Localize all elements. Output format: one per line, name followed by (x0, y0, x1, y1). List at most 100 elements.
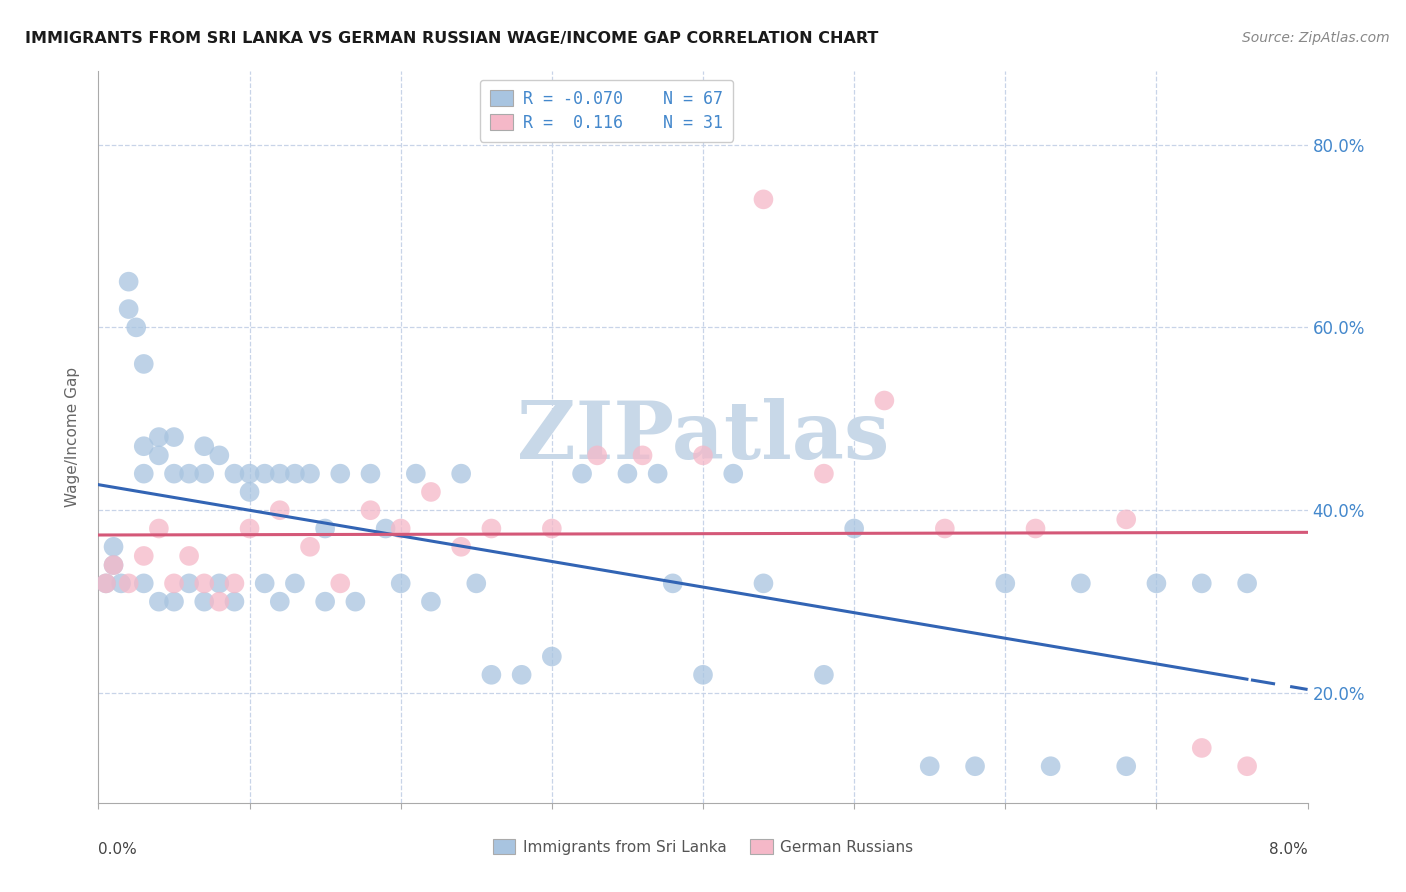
Point (118, 275, 141, 289)
Point (118, 302, 141, 317)
Point (94, 576, 117, 591)
Point (1039, 759, 1062, 773)
Point (148, 448, 170, 462)
Point (934, 521, 956, 535)
Point (193, 594, 215, 608)
Text: 0.0%: 0.0% (98, 842, 138, 856)
Point (208, 448, 231, 462)
Point (163, 467, 186, 481)
Point (752, 193, 775, 207)
Text: IMMIGRANTS FROM SRI LANKA VS GERMAN RUSSIAN WAGE/INCOME GAP CORRELATION CHART: IMMIGRANTS FROM SRI LANKA VS GERMAN RUSS… (25, 31, 879, 46)
Point (692, 667, 714, 681)
Y-axis label: Wage/Income Gap: Wage/Income Gap (65, 367, 80, 508)
Point (1191, 576, 1213, 591)
Point (269, 503, 291, 517)
Point (510, 667, 533, 681)
Point (299, 540, 322, 554)
Point (148, 594, 170, 608)
Point (540, 521, 562, 535)
Point (540, 649, 562, 664)
Point (389, 521, 412, 535)
Point (360, 467, 382, 481)
Point (125, 320, 148, 334)
Point (752, 576, 775, 591)
Point (118, 576, 141, 591)
Point (344, 594, 367, 608)
Point (253, 467, 276, 481)
Point (450, 540, 472, 554)
Point (299, 467, 322, 481)
Point (389, 576, 412, 591)
Point (132, 357, 155, 371)
Point (163, 594, 186, 608)
Text: 8.0%: 8.0% (1268, 842, 1308, 856)
Point (1146, 576, 1168, 591)
Point (616, 467, 638, 481)
Point (1236, 759, 1258, 773)
Point (586, 448, 609, 462)
Point (224, 576, 246, 591)
Point (208, 576, 231, 591)
Point (420, 485, 443, 500)
Text: Source: ZipAtlas.com: Source: ZipAtlas.com (1241, 31, 1389, 45)
Point (481, 521, 503, 535)
Point (103, 558, 125, 573)
Point (813, 667, 835, 681)
Point (723, 467, 745, 481)
Point (110, 576, 132, 591)
Point (148, 521, 170, 535)
Point (253, 576, 276, 591)
Point (1115, 512, 1137, 526)
Point (994, 576, 1017, 591)
Point (269, 594, 291, 608)
Point (631, 448, 654, 462)
Point (813, 467, 835, 481)
Point (284, 467, 307, 481)
Point (103, 558, 125, 573)
Legend: Immigrants from Sri Lanka, German Russians: Immigrants from Sri Lanka, German Russia… (486, 833, 920, 861)
Point (163, 576, 186, 591)
Point (132, 576, 155, 591)
Point (132, 467, 155, 481)
Point (193, 439, 215, 453)
Point (405, 467, 427, 481)
Point (1025, 521, 1047, 535)
Point (1191, 740, 1213, 755)
Point (193, 467, 215, 481)
Point (1070, 576, 1092, 591)
Point (224, 467, 246, 481)
Point (132, 549, 155, 563)
Point (148, 430, 170, 444)
Point (420, 594, 443, 608)
Point (239, 467, 262, 481)
Point (239, 521, 262, 535)
Point (314, 521, 336, 535)
Point (481, 667, 503, 681)
Point (329, 467, 352, 481)
Point (918, 759, 941, 773)
Point (103, 540, 125, 554)
Point (465, 576, 488, 591)
Point (239, 485, 262, 500)
Point (647, 467, 669, 481)
Point (873, 393, 896, 408)
Point (193, 576, 215, 591)
Point (661, 576, 683, 591)
Point (314, 594, 336, 608)
Point (329, 576, 352, 591)
Point (132, 439, 155, 453)
Point (360, 503, 382, 517)
Point (179, 467, 201, 481)
Point (179, 576, 201, 591)
Text: ZIPatlas: ZIPatlas (517, 398, 889, 476)
Point (374, 521, 396, 535)
Point (208, 594, 231, 608)
Point (94, 576, 117, 591)
Point (1115, 759, 1137, 773)
Point (179, 549, 201, 563)
Point (450, 467, 472, 481)
Point (269, 467, 291, 481)
Point (844, 521, 866, 535)
Point (163, 430, 186, 444)
Point (1236, 576, 1258, 591)
